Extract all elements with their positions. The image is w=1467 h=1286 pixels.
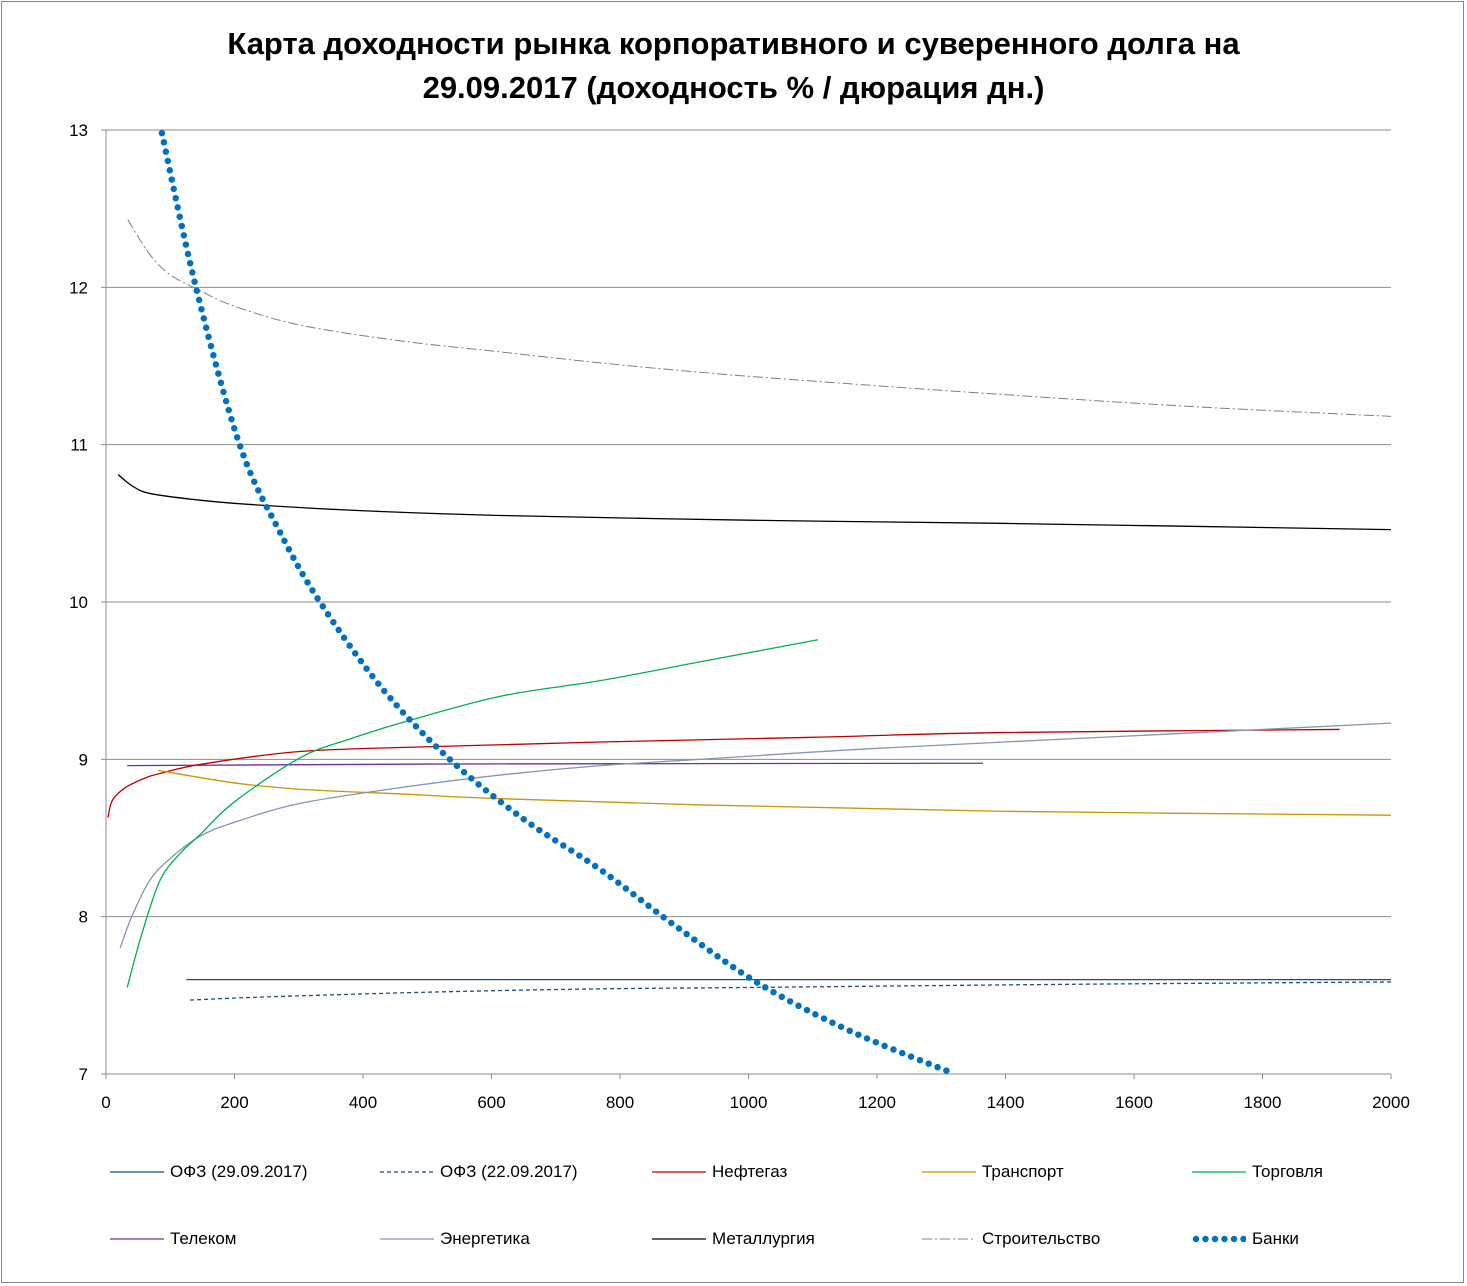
chart-title: Карта доходности рынка корпоративного и … [0, 22, 1467, 110]
y-tick-label: 12 [69, 278, 88, 297]
x-tick-label: 1600 [1115, 1093, 1153, 1112]
legend-label: Банки [1252, 1229, 1299, 1248]
legend-item: Нефтегаз [652, 1160, 787, 1184]
series-line-5 [126, 639, 819, 988]
legend-item: Транспорт [922, 1160, 1064, 1184]
series-line-3 [107, 728, 1340, 818]
y-tick-label: 11 [70, 436, 88, 455]
legend-item: Строительство [922, 1227, 1100, 1251]
series-line-6 [127, 762, 984, 767]
x-tick-label: 200 [220, 1093, 248, 1112]
x-tick-label: 1200 [858, 1093, 896, 1112]
chart-title-line1: Карта доходности рынка корпоративного и … [227, 26, 1240, 61]
y-tick-label: 7 [79, 1065, 88, 1084]
y-tick-label: 8 [79, 908, 88, 927]
legend-item: Металлургия [652, 1227, 815, 1251]
x-tick-label: 1800 [1244, 1093, 1282, 1112]
x-tick-label: 2000 [1372, 1093, 1410, 1112]
legend-label: Нефтегаз [712, 1162, 788, 1181]
legend-swatch-icon [652, 1238, 706, 1240]
legend-swatch-icon [380, 1171, 434, 1173]
y-tick-label: 10 [69, 593, 88, 612]
legend-label: Торговля [1252, 1162, 1324, 1181]
series-line-8 [117, 474, 1392, 531]
y-tick-label: 9 [79, 750, 88, 769]
x-tick-label: 1400 [987, 1093, 1025, 1112]
chart-title-line2: 29.09.2017 (доходность % / дюрация дн.) [422, 70, 1045, 105]
y-tick-label: 13 [69, 121, 88, 140]
legend-swatch-icon [110, 1238, 164, 1240]
series-line-10 [158, 129, 958, 1074]
legend-item: Торговля [1192, 1160, 1323, 1184]
legend-item: Телеком [110, 1227, 236, 1251]
series-line-9 [127, 219, 1392, 417]
legend-item: ОФЗ (22.09.2017) [380, 1160, 578, 1184]
legend-label: Строительство [982, 1229, 1101, 1248]
x-tick-label: 600 [477, 1093, 505, 1112]
legend-swatch-icon [922, 1238, 976, 1240]
legend-swatch-icon [1192, 1235, 1246, 1243]
legend-swatch-icon [652, 1171, 706, 1173]
legend-label: Транспорт [982, 1162, 1064, 1181]
series-line-2 [190, 981, 1392, 1001]
x-tick-label: 1000 [730, 1093, 768, 1112]
legend-swatch-icon [110, 1171, 164, 1173]
legend-label: Телеком [170, 1229, 237, 1248]
legend-item: Энергетика [380, 1227, 530, 1251]
x-tick-label: 400 [349, 1093, 377, 1112]
series-line-4 [157, 769, 1392, 816]
legend-item: Банки [1192, 1227, 1299, 1251]
legend-swatch-icon [380, 1238, 434, 1240]
legend-label: Энергетика [440, 1229, 530, 1248]
x-tick-label: 800 [606, 1093, 634, 1112]
legend-label: Металлургия [712, 1229, 815, 1248]
legend-label: ОФЗ (29.09.2017) [170, 1162, 308, 1181]
legend-label: ОФЗ (22.09.2017) [440, 1162, 578, 1181]
series-line-7 [119, 722, 1392, 949]
legend-swatch-icon [922, 1171, 976, 1173]
x-tick-label: 0 [101, 1093, 110, 1112]
legend-item: ОФЗ (29.09.2017) [110, 1160, 308, 1184]
legend-swatch-icon [1192, 1171, 1246, 1173]
